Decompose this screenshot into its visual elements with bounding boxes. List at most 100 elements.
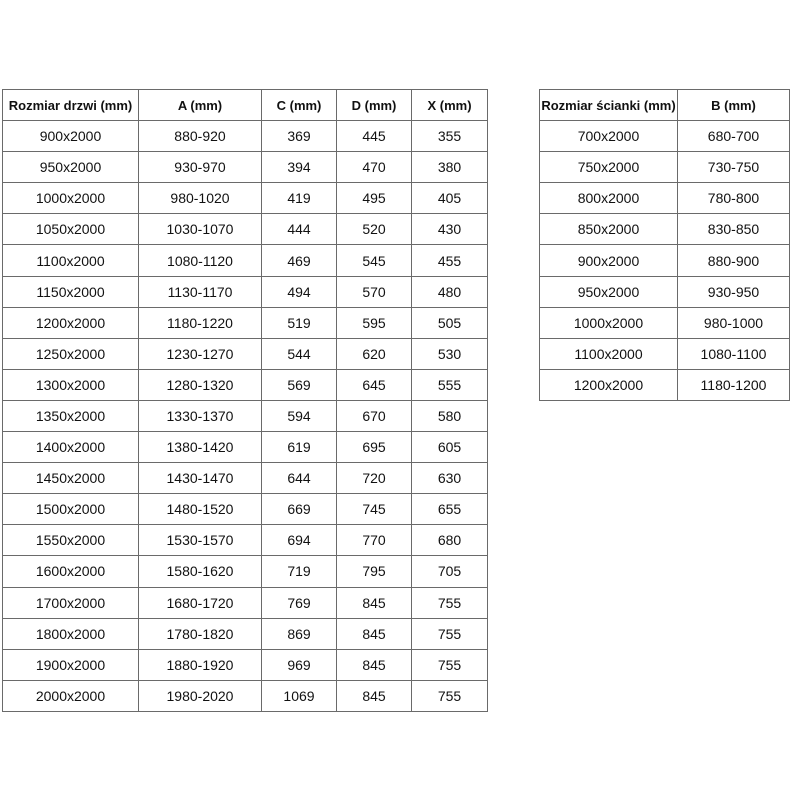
table-cell: 730-750 bbox=[677, 151, 790, 184]
table-cell: 1080-1120 bbox=[138, 244, 262, 277]
wall-sizes-table: Rozmiar ścianki (mm) B (mm) 700x2000 680-7… bbox=[539, 88, 790, 401]
table-row: 1550x2000 1530-1570 694 770 680 bbox=[2, 524, 488, 557]
table-cell: 719 bbox=[261, 555, 337, 588]
table-cell: 495 bbox=[336, 182, 412, 215]
table-cell: 755 bbox=[411, 617, 488, 650]
table-row: 1200x2000 1180-1200 bbox=[539, 368, 790, 401]
table-row: 1400x2000 1380-1420 619 695 605 bbox=[2, 431, 488, 464]
table-cell: 780-800 bbox=[677, 182, 790, 215]
table-cell: 869 bbox=[261, 617, 337, 650]
table-cell: 930-970 bbox=[138, 151, 262, 184]
table-cell: 1200x2000 bbox=[539, 368, 678, 401]
table-cell: 630 bbox=[411, 462, 488, 495]
table-cell: 969 bbox=[261, 648, 337, 681]
table-cell: 1150x2000 bbox=[2, 275, 139, 308]
table-cell: 655 bbox=[411, 493, 488, 526]
table-cell: 755 bbox=[411, 648, 488, 681]
table-cell: 545 bbox=[336, 244, 412, 277]
table-cell: 445 bbox=[336, 120, 412, 153]
table-cell: 1600x2000 bbox=[2, 555, 139, 588]
table-cell: 1580-1620 bbox=[138, 555, 262, 588]
table-row: 700x2000 680-700 bbox=[539, 120, 790, 153]
column-header: B (mm) bbox=[677, 88, 790, 122]
table-row: 1350x2000 1330-1370 594 670 580 bbox=[2, 399, 488, 433]
table-row: 900x2000 880-920 369 445 355 bbox=[2, 120, 488, 153]
table-cell: 470 bbox=[336, 151, 412, 184]
table-cell: 394 bbox=[261, 151, 337, 184]
table-cell: 1430-1470 bbox=[138, 462, 262, 495]
column-header: A (mm) bbox=[138, 88, 262, 122]
table-cell: 570 bbox=[336, 275, 412, 308]
table-row: 1100x2000 1080-1120 469 545 455 bbox=[2, 244, 488, 277]
table-cell: 594 bbox=[261, 399, 337, 433]
table-row: 2000x2000 1980-2020 1069 845 755 bbox=[2, 679, 488, 712]
table-cell: 469 bbox=[261, 244, 337, 277]
table-cell: 720 bbox=[336, 462, 412, 495]
table-cell: 455 bbox=[411, 244, 488, 277]
table-cell: 2000x2000 bbox=[2, 679, 139, 712]
table-cell: 845 bbox=[336, 648, 412, 681]
table-cell: 494 bbox=[261, 275, 337, 308]
column-header: D (mm) bbox=[336, 88, 412, 122]
table-cell: 845 bbox=[336, 679, 412, 712]
table-row: 1050x2000 1030-1070 444 520 430 bbox=[2, 213, 488, 246]
table-cell: 1350x2000 bbox=[2, 399, 139, 433]
table-cell: 980-1020 bbox=[138, 182, 262, 215]
table-cell: 520 bbox=[336, 213, 412, 246]
table-cell: 1530-1570 bbox=[138, 524, 262, 557]
table-cell: 544 bbox=[261, 337, 337, 370]
table-cell: 1280-1320 bbox=[138, 368, 262, 401]
column-header: C (mm) bbox=[261, 88, 337, 122]
table-cell: 1900x2000 bbox=[2, 648, 139, 681]
column-header: Rozmiar drzwi (mm) bbox=[2, 88, 139, 122]
table-cell: 1230-1270 bbox=[138, 337, 262, 370]
table-row: 1000x2000 980-1020 419 495 405 bbox=[2, 182, 488, 215]
table-cell: 1050x2000 bbox=[2, 213, 139, 246]
table-cell: 1130-1170 bbox=[138, 275, 262, 308]
table-cell: 405 bbox=[411, 182, 488, 215]
table-cell: 619 bbox=[261, 431, 337, 464]
table-row: 1100x2000 1080-1100 bbox=[539, 337, 790, 370]
table-cell: 694 bbox=[261, 524, 337, 557]
table-cell: 555 bbox=[411, 368, 488, 401]
table-cell: 1400x2000 bbox=[2, 431, 139, 464]
table-row: 950x2000 930-950 bbox=[539, 275, 790, 308]
table-cell: 950x2000 bbox=[2, 151, 139, 184]
table-cell: 1250x2000 bbox=[2, 337, 139, 370]
table-row: 800x2000 780-800 bbox=[539, 182, 790, 215]
table-cell: 1000x2000 bbox=[539, 306, 678, 339]
table-cell: 1100x2000 bbox=[539, 337, 678, 370]
table-cell: 1500x2000 bbox=[2, 493, 139, 526]
table-cell: 1700x2000 bbox=[2, 586, 139, 619]
table-cell: 620 bbox=[336, 337, 412, 370]
table-cell: 580 bbox=[411, 399, 488, 433]
table-cell: 795 bbox=[336, 555, 412, 588]
table-cell: 900x2000 bbox=[2, 120, 139, 153]
table-cell: 950x2000 bbox=[539, 275, 678, 308]
table-cell: 1780-1820 bbox=[138, 617, 262, 650]
table-cell: 1100x2000 bbox=[2, 244, 139, 277]
table-cell: 645 bbox=[336, 368, 412, 401]
table-cell: 700x2000 bbox=[539, 120, 678, 153]
table-cell: 530 bbox=[411, 337, 488, 370]
table-cell: 800x2000 bbox=[539, 182, 678, 215]
table-cell: 669 bbox=[261, 493, 337, 526]
table-cell: 605 bbox=[411, 431, 488, 464]
table-cell: 1450x2000 bbox=[2, 462, 139, 495]
table-cell: 880-900 bbox=[677, 244, 790, 277]
table-cell: 980-1000 bbox=[677, 306, 790, 339]
table-cell: 1180-1200 bbox=[677, 368, 790, 401]
table-cell: 695 bbox=[336, 431, 412, 464]
table-cell: 444 bbox=[261, 213, 337, 246]
table-cell: 850x2000 bbox=[539, 213, 678, 246]
table-cell: 750x2000 bbox=[539, 151, 678, 184]
table-row: 950x2000 930-970 394 470 380 bbox=[2, 151, 488, 184]
table-cell: 1300x2000 bbox=[2, 368, 139, 401]
table-row: 1200x2000 1180-1220 519 595 505 bbox=[2, 306, 488, 339]
table-cell: 1069 bbox=[261, 679, 337, 712]
table-row: 1900x2000 1880-1920 969 845 755 bbox=[2, 648, 488, 681]
table-cell: 644 bbox=[261, 462, 337, 495]
table-row: 1600x2000 1580-1620 719 795 705 bbox=[2, 555, 488, 588]
table-cell: 755 bbox=[411, 586, 488, 619]
table-cell: 1330-1370 bbox=[138, 399, 262, 433]
